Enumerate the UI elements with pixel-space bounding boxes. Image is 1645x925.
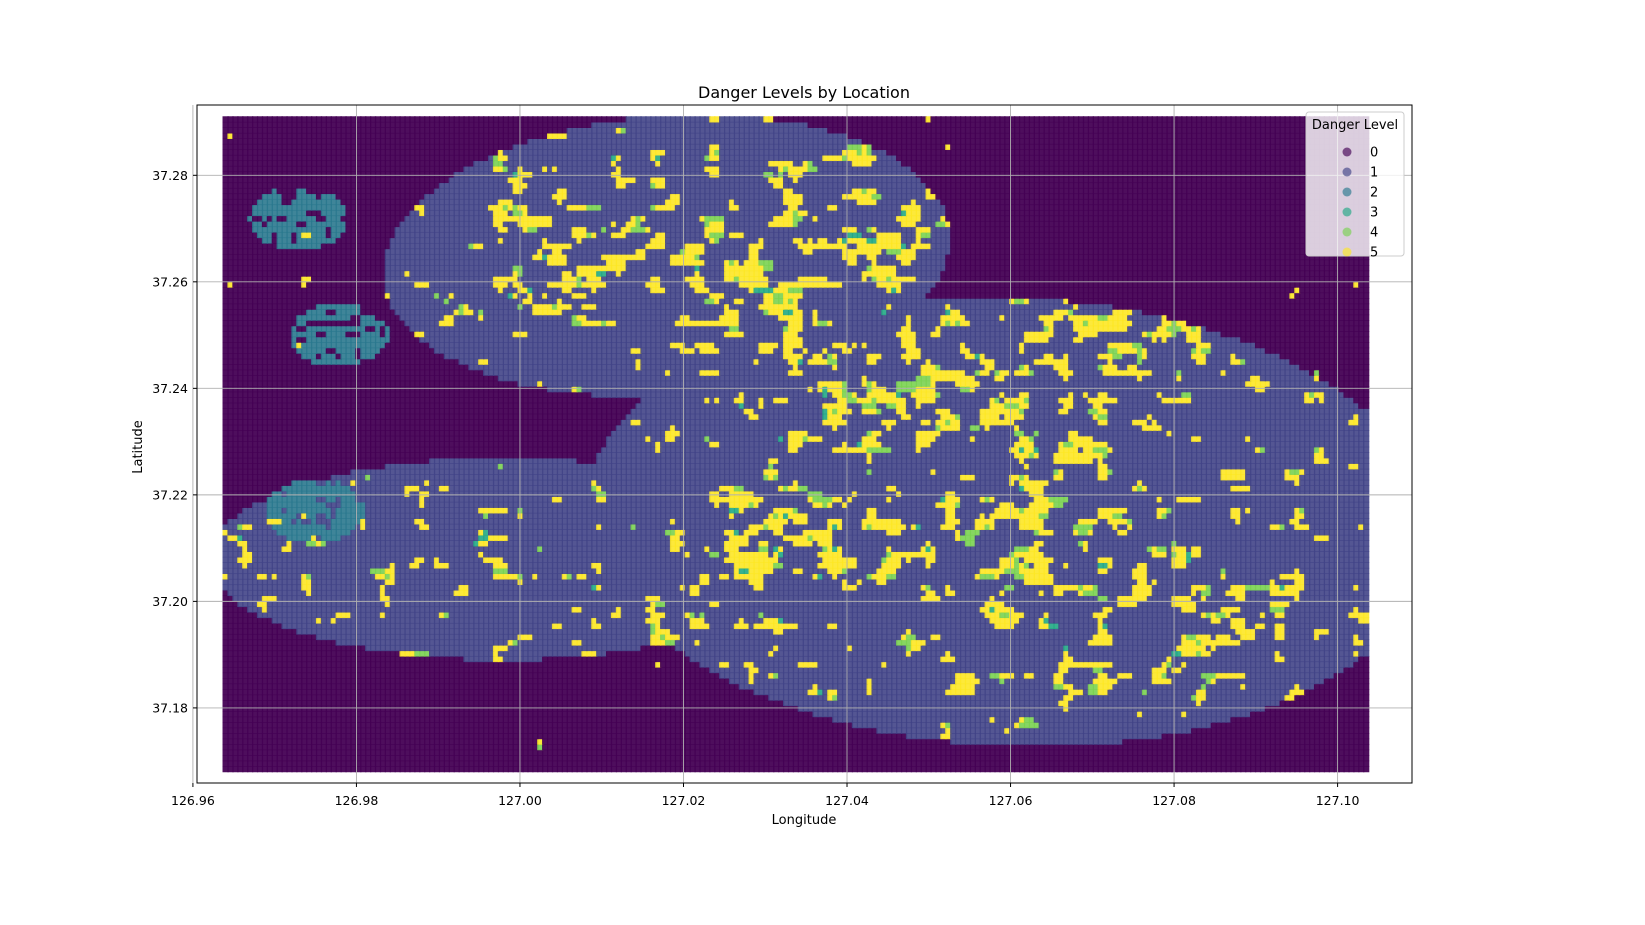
point-level-0 (1363, 761, 1369, 767)
point-level-0 (1363, 755, 1369, 761)
scatter-points (223, 116, 1370, 772)
point-level-0 (1363, 750, 1369, 756)
point-level-0 (1363, 744, 1369, 750)
point-level-0 (1363, 739, 1369, 745)
point-level-0 (1363, 766, 1369, 772)
chart-title: Danger Levels by Location (698, 83, 910, 102)
